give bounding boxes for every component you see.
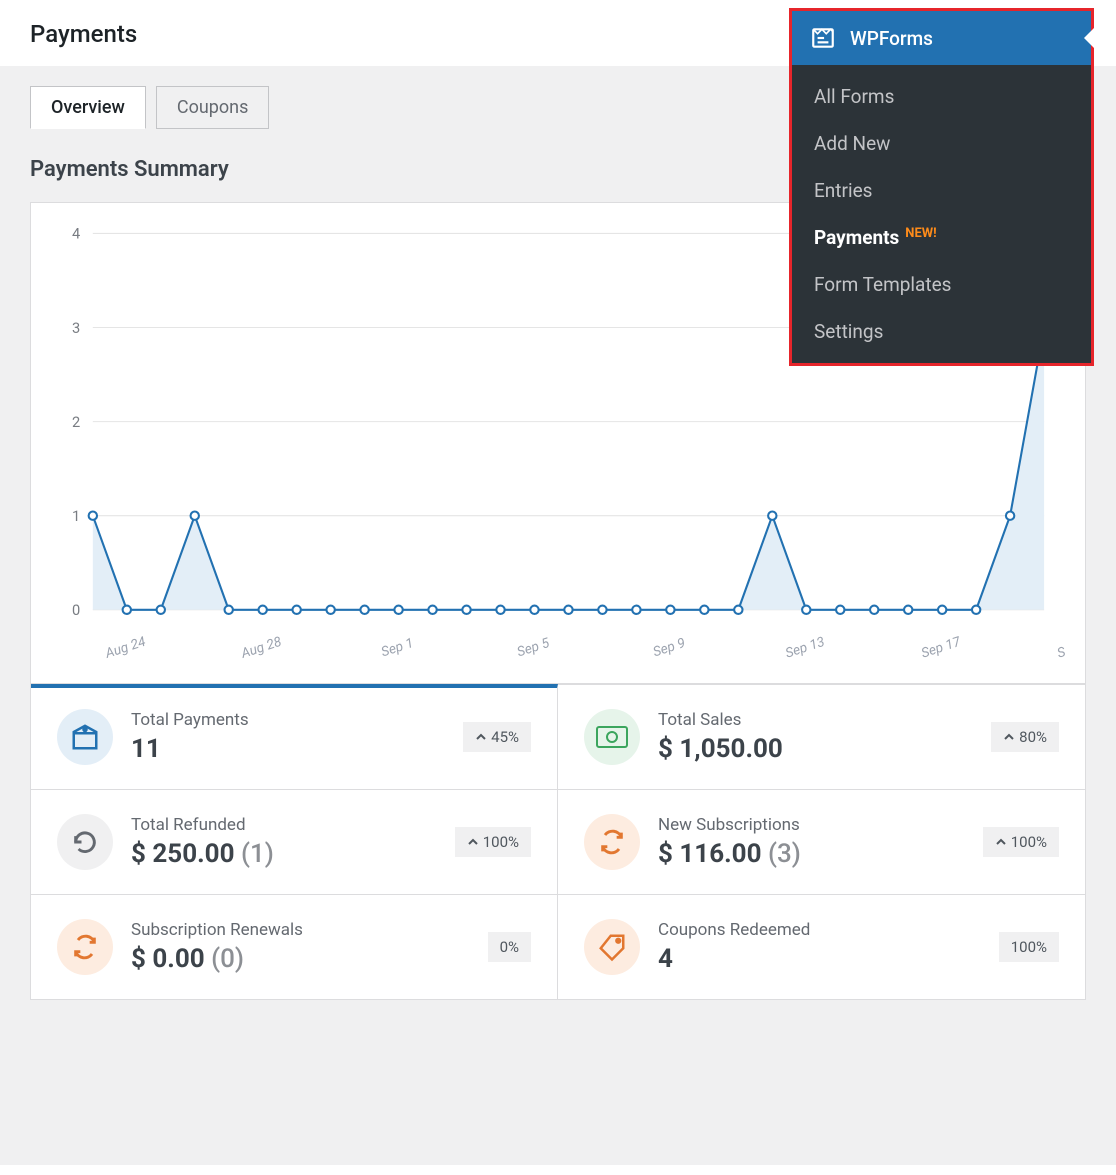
chevron-up-icon xyxy=(995,836,1007,848)
stat-value: $ 116.00 (3) xyxy=(658,839,965,869)
stat-label: Coupons Redeemed xyxy=(658,920,981,940)
stat-badge: 100% xyxy=(999,932,1059,962)
chevron-up-icon xyxy=(475,731,487,743)
svg-text:Sep 5: Sep 5 xyxy=(515,635,552,661)
stat-label: New Subscriptions xyxy=(658,815,965,835)
coupons-icon xyxy=(584,919,640,975)
svg-text:4: 4 xyxy=(72,225,80,243)
stat-label: Total Sales xyxy=(658,710,973,730)
sales-icon xyxy=(584,709,640,765)
stat-body: New Subscriptions $ 116.00 (3) xyxy=(658,815,965,869)
stat-value: $ 250.00 (1) xyxy=(131,839,437,869)
menu-item[interactable]: All Forms xyxy=(792,73,1091,120)
stat-badge: 100% xyxy=(455,827,531,857)
wpforms-admin-menu: WPForms All FormsAdd NewEntriesPaymentsN… xyxy=(789,8,1094,366)
svg-text:3: 3 xyxy=(72,319,80,337)
menu-item[interactable]: Entries xyxy=(792,167,1091,214)
stat-value: 4 xyxy=(658,944,981,974)
stat-badge: 80% xyxy=(991,722,1059,752)
payments-icon xyxy=(57,709,113,765)
stat-card[interactable]: Total Payments 11 45% xyxy=(31,684,558,789)
svg-text:2: 2 xyxy=(72,413,80,431)
svg-text:Sep 1: Sep 1 xyxy=(379,635,415,660)
stat-value: $ 1,050.00 xyxy=(658,734,973,764)
summary-title: Payments Summary xyxy=(30,157,229,182)
menu-item[interactable]: PaymentsNEW! xyxy=(792,214,1091,261)
stat-card[interactable]: Total Sales $ 1,050.00 80% xyxy=(558,684,1085,789)
stat-badge: 0% xyxy=(488,932,531,962)
stat-body: Total Refunded $ 250.00 (1) xyxy=(131,815,437,869)
stat-body: Total Sales $ 1,050.00 xyxy=(658,710,973,764)
stat-card[interactable]: Total Refunded $ 250.00 (1) 100% xyxy=(31,789,558,894)
stat-label: Subscription Renewals xyxy=(131,920,470,940)
subscriptions-icon xyxy=(584,814,640,870)
menu-item[interactable]: Form Templates xyxy=(792,261,1091,308)
stat-value: 11 xyxy=(131,734,445,764)
stat-body: Total Payments 11 xyxy=(131,710,445,764)
chevron-up-icon xyxy=(1003,731,1015,743)
menu-item[interactable]: Add New xyxy=(792,120,1091,167)
svg-text:Aug 24: Aug 24 xyxy=(102,634,147,662)
svg-text:Sep 17: Sep 17 xyxy=(919,634,963,662)
chevron-up-icon xyxy=(467,836,479,848)
svg-text:0: 0 xyxy=(72,601,80,619)
stat-card[interactable]: New Subscriptions $ 116.00 (3) 100% xyxy=(558,789,1085,894)
stat-value: $ 0.00 (0) xyxy=(131,944,470,974)
tab-coupons[interactable]: Coupons xyxy=(156,86,270,129)
svg-text:Sep 9: Sep 9 xyxy=(651,635,687,660)
menu-item[interactable]: Settings xyxy=(792,308,1091,355)
menu-header[interactable]: WPForms xyxy=(792,11,1091,65)
stat-card[interactable]: Subscription Renewals $ 0.00 (0) 0% xyxy=(31,894,558,999)
stat-label: Total Refunded xyxy=(131,815,437,835)
stat-badge: 100% xyxy=(983,827,1059,857)
wpforms-icon xyxy=(810,25,836,51)
new-badge: NEW! xyxy=(905,226,936,241)
svg-text:Sep 21: Sep 21 xyxy=(1055,634,1065,662)
svg-text:Aug 28: Aug 28 xyxy=(238,634,284,662)
stats-grid: Total Payments 11 45% Total Sales $ 1,050.00… xyxy=(30,684,1086,1000)
svg-text:Sep 13: Sep 13 xyxy=(783,634,826,662)
stat-badge: 45% xyxy=(463,722,531,752)
stat-body: Coupons Redeemed 4 xyxy=(658,920,981,974)
stat-body: Subscription Renewals $ 0.00 (0) xyxy=(131,920,470,974)
menu-body: All FormsAdd NewEntriesPaymentsNEW!Form … xyxy=(792,65,1091,363)
tab-overview[interactable]: Overview xyxy=(30,86,146,129)
stat-card[interactable]: Coupons Redeemed 4 100% xyxy=(558,894,1085,999)
menu-title: WPForms xyxy=(850,27,933,50)
stat-label: Total Payments xyxy=(131,710,445,730)
svg-text:1: 1 xyxy=(72,507,80,525)
refunded-icon xyxy=(57,814,113,870)
renewals-icon xyxy=(57,919,113,975)
